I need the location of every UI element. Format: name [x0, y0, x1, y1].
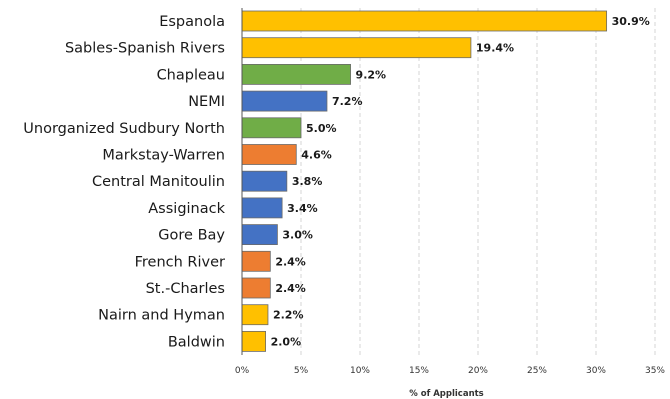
x-tick-label: 10% [350, 366, 370, 376]
x-tick-label: 0% [235, 366, 250, 376]
value-label: 5.0% [306, 122, 337, 135]
grid [300, 8, 656, 355]
category-label: French River [135, 254, 225, 270]
category-label: NEMI [188, 94, 225, 110]
value-label: 9.2% [356, 68, 387, 81]
x-axis-ticks: 0% 5% 10% 15% 20% 25% 30% 35% [235, 8, 665, 376]
value-label: 30.9% [612, 15, 650, 28]
bar [241, 224, 278, 246]
x-tick-label: 15% [409, 366, 429, 376]
value-label: 3.4% [287, 202, 318, 215]
bar [241, 10, 608, 32]
value-label: 2.2% [273, 309, 304, 322]
bar [241, 277, 271, 299]
category-label: St.-Charles [146, 281, 225, 297]
x-axis-title: % of Applicants [409, 389, 484, 399]
bar [241, 144, 297, 165]
value-label: 2.0% [271, 335, 302, 348]
x-tick-label: 35% [645, 366, 665, 376]
value-label: 2.4% [275, 282, 306, 295]
category-label: Chapleau [157, 67, 225, 83]
value-labels: 30.9% 19.4% 9.2% 7.2% 5.0% 4.6% 3.8% 3.4% 3.0% 2.… [271, 15, 650, 348]
category-label: Sables-Spanish Rivers [65, 41, 225, 57]
category-label: Markstay-Warren [102, 148, 225, 164]
bar [241, 64, 351, 85]
bar [241, 117, 302, 139]
value-label: 19.4% [476, 42, 514, 55]
value-label: 3.0% [282, 229, 313, 242]
bar [241, 37, 472, 59]
category-label: Baldwin [168, 334, 225, 350]
value-label: 4.6% [301, 149, 332, 162]
bar [241, 170, 288, 192]
x-tick-label: 20% [468, 366, 488, 376]
bar [241, 197, 283, 219]
bar [241, 304, 269, 326]
category-label: Nairn and Hyman [98, 308, 225, 324]
category-labels: Espanola Sables-Spanish Rivers Chapleau NEM… [23, 14, 225, 350]
bar [241, 330, 267, 352]
value-label: 3.8% [292, 175, 323, 188]
category-label: Unorganized Sudbury North [23, 121, 225, 137]
value-label: 2.4% [275, 255, 306, 268]
category-label: Assiginack [148, 201, 225, 217]
bar [241, 250, 271, 272]
category-label: Espanola [159, 14, 225, 30]
x-tick-label: 25% [527, 366, 547, 376]
value-label: 7.2% [332, 95, 363, 108]
x-tick-label: 5% [294, 366, 309, 376]
x-tick-label: 30% [586, 366, 606, 376]
category-label: Central Manitoulin [92, 174, 225, 190]
bar [241, 90, 328, 112]
category-label: Gore Bay [158, 228, 225, 244]
